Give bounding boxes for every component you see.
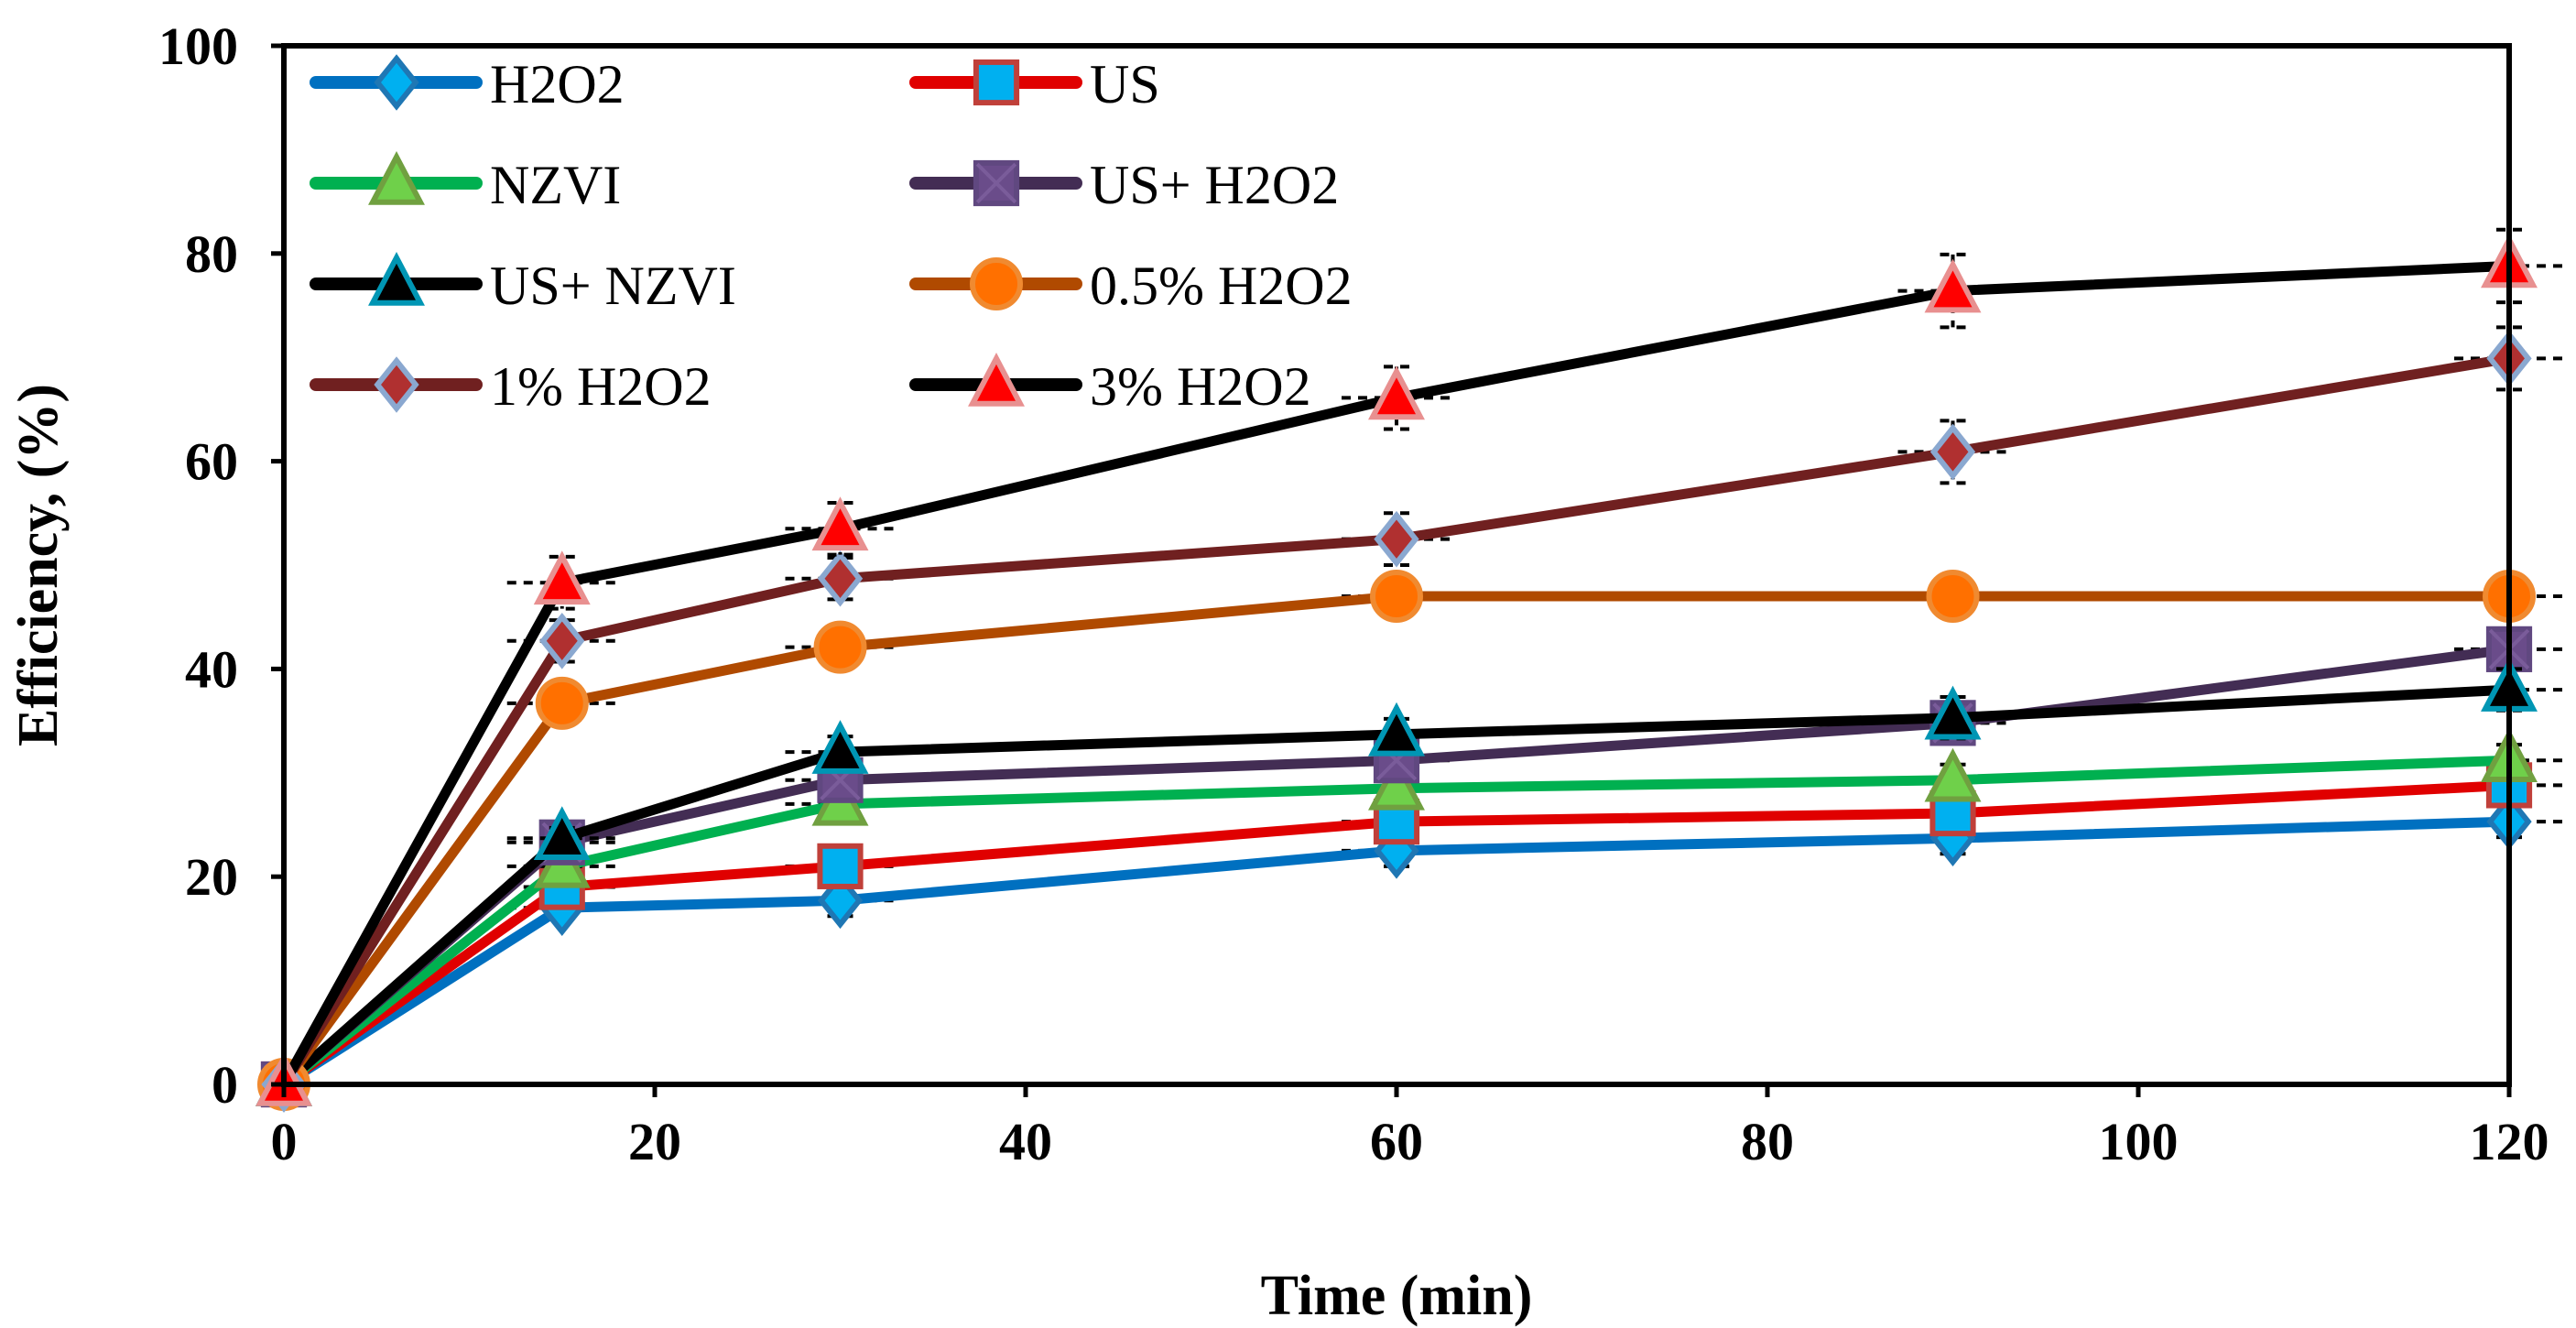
series-line [279,591,2509,1088]
data-point [1368,756,1425,811]
legend-marker-cross [975,162,1017,204]
data-point [1924,258,1982,313]
legend-label: US+ H2O2 [1090,155,1339,215]
series-line [280,684,2510,1089]
data-point [811,720,869,774]
data-point [811,496,869,551]
legend-marker [368,150,425,205]
legend-marker [374,54,419,111]
x-tick-label: 100 [2099,1112,2179,1171]
x-axis-label: Time (min) [1261,1265,1533,1327]
x-tick-label: 0 [271,1112,298,1171]
series-line [279,260,2510,1087]
series-line [280,779,2510,1089]
data-point [1929,423,1976,481]
x-tick-label: 80 [1741,1112,1794,1171]
data-point [535,676,589,730]
x-tick-label: 120 [2470,1112,2549,1171]
y-tick-label: 20 [185,847,238,907]
series-line [279,353,2510,1087]
legend-item: US [909,54,1160,114]
data-point [813,620,867,674]
legend-item: US+ NZVI [310,251,736,316]
series-nzvi [255,728,2564,1106]
data-point [533,550,591,605]
legend-marker [968,352,1025,407]
y-tick-label: 80 [185,224,238,284]
legend-marker [970,257,1023,310]
legend-label: 0.5% H2O2 [1090,256,1353,316]
legend-marker [374,356,419,413]
y-tick-label: 40 [185,639,238,699]
legend-label: NZVI [490,155,621,215]
y-axis-label: Efficiency, (%) [7,384,70,746]
data-point [1370,570,1423,624]
legend-item: 3% H2O2 [909,352,1311,417]
legend-item: NZVI [310,150,621,215]
data-point [533,806,591,861]
legend-label: US+ NZVI [490,256,736,316]
data-point [1924,747,1982,802]
legend-label: H2O2 [490,54,625,114]
y-tick-label: 0 [212,1055,238,1115]
series-1-h2o2 [261,325,2564,1113]
legend-item: 0.5% H2O2 [909,256,1353,316]
legend-item: US+ H2O2 [909,155,1339,215]
legend-marker [368,251,425,306]
series-line [281,816,2510,1089]
x-tick-label: 60 [1370,1112,1423,1171]
series-us [260,762,2564,1108]
series-line [280,755,2510,1089]
data-point [817,550,864,607]
legend-item: H2O2 [310,54,625,114]
y-tick-label: 100 [158,16,238,76]
legend-label: 3% H2O2 [1090,356,1311,417]
legend-label: 1% H2O2 [490,356,712,417]
x-tick-label: 20 [628,1112,681,1171]
data-point [1368,702,1425,757]
data-point [1924,685,1982,740]
series-3-h2o2 [255,227,2564,1106]
legend-marker [973,59,1020,106]
legend-label: US [1090,54,1160,114]
data-point [1926,570,1980,624]
data-point [817,843,864,889]
y-tick-label: 60 [185,432,238,492]
legend-item: 1% H2O2 [310,356,712,417]
x-tick-label: 40 [999,1112,1052,1171]
data-point [1368,365,1425,420]
data-point [539,612,585,669]
data-point [1374,510,1419,568]
data-point [817,872,864,930]
